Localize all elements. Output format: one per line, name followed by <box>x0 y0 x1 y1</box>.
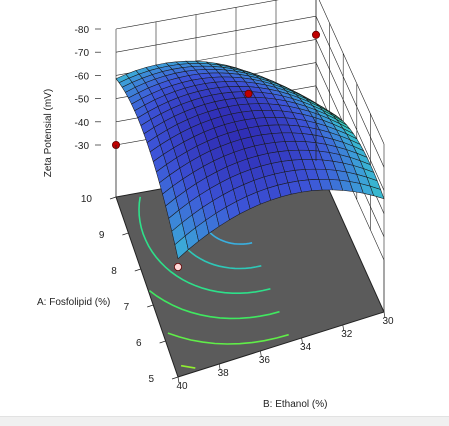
a-tick-mark <box>134 268 141 272</box>
response-surface <box>115 60 385 260</box>
b-tick-label: 40 <box>176 381 188 392</box>
grid-line <box>115 15 317 53</box>
b-tick-mark <box>301 337 303 345</box>
axis-frame <box>115 109 385 312</box>
z-tick-label: -30 <box>75 141 90 152</box>
a-tick-label: 9 <box>99 230 105 241</box>
b-tick-mark <box>177 376 180 384</box>
b-tick-mark <box>383 311 386 319</box>
axis-ticks: -30 -40 -50 -60 -70 -80 5 6 7 8 9 10 40 38 36 34 32 30 <box>75 25 394 392</box>
a-axis-title: A: Fosfolipid (%) <box>37 297 110 308</box>
contour-line <box>167 332 289 345</box>
grid-line <box>315 39 385 191</box>
z-tick-label: -70 <box>75 48 90 59</box>
a-tick-mark <box>159 340 166 344</box>
a-tick-label: 5 <box>148 374 154 385</box>
b-axis-title: B: Ethanol (%) <box>263 399 327 410</box>
grid-line <box>115 0 279 30</box>
z-tick-label: -50 <box>75 95 90 106</box>
contour-line <box>138 196 271 294</box>
z-axis-title: Zeta Potensial (mV) <box>43 89 54 177</box>
design-point <box>173 262 182 271</box>
a-tick-label: 8 <box>111 266 117 277</box>
a-tick-mark <box>109 196 117 200</box>
status-strip <box>0 416 449 426</box>
b-tick-label: 34 <box>300 342 312 353</box>
a-tick-mark <box>147 304 154 308</box>
z-tick-label: -80 <box>75 25 90 36</box>
a-tick-mark <box>171 376 179 380</box>
contour-line <box>180 364 196 369</box>
b-tick-mark <box>218 363 221 371</box>
a-tick-mark <box>122 232 129 236</box>
b-tick-label: 30 <box>382 316 394 327</box>
z-tick-label: -60 <box>75 71 90 82</box>
design-point <box>244 89 253 98</box>
b-tick-label: 38 <box>218 368 230 379</box>
a-tick-label: 7 <box>124 302 130 313</box>
z-tick-label: -40 <box>75 118 90 129</box>
grid-line <box>315 16 385 168</box>
b-tick-label: 32 <box>341 329 353 340</box>
b-tick-label: 36 <box>259 355 271 366</box>
b-tick-mark <box>342 324 345 332</box>
surface-cell <box>369 185 385 200</box>
a-tick-label: 10 <box>81 194 93 205</box>
design-point <box>311 30 320 39</box>
b-tick-mark <box>260 350 262 358</box>
contour-line <box>148 289 280 320</box>
grid-line <box>318 0 385 145</box>
a-tick-label: 6 <box>136 338 142 349</box>
